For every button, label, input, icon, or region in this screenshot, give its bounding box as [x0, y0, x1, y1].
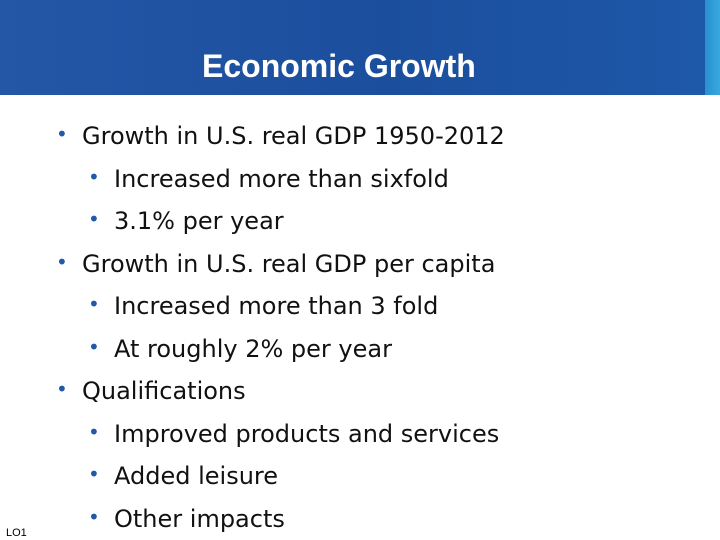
bullet-icon: •: [88, 164, 100, 189]
sub-bullet-text: At roughly 2% per year: [114, 334, 392, 363]
bullet-icon: •: [56, 377, 68, 401]
bullet-icon: •: [88, 462, 100, 486]
bullet-text: Qualifications: [82, 377, 246, 405]
sub-bullet-item: • Improved products and services: [0, 413, 720, 456]
sub-bullet-item: • 3.1% per year: [0, 200, 720, 243]
sub-bullet-text: Added leisure: [114, 462, 279, 490]
bullet-item: • Growth in U.S. real GDP per capita: [0, 243, 720, 286]
sub-bullet-item: • Increased more than sixfold: [0, 158, 720, 201]
sub-bullet-text: Other impacts: [114, 504, 285, 533]
bullet-text: Growth in U.S. real GDP per capita: [82, 249, 496, 278]
title-banner-accent: [705, 0, 720, 95]
sub-bullet-text: 3.1% per year: [114, 207, 284, 235]
sub-bullet-item: • At roughly 2% per year: [0, 328, 720, 371]
sub-bullet-text: Increased more than sixfold: [114, 164, 449, 193]
bullet-icon: •: [56, 122, 68, 146]
bullet-icon: •: [88, 334, 100, 359]
slide-header: Economic Growth: [0, 0, 720, 105]
bullet-icon: •: [88, 504, 100, 529]
bullet-icon: •: [88, 419, 100, 444]
sub-bullet-item: • Added leisure: [0, 455, 720, 498]
slide-title: Economic Growth: [202, 48, 476, 84]
title-banner: [0, 0, 705, 95]
sub-bullet-item: • Increased more than 3 fold: [0, 285, 720, 328]
sub-bullet-text: Increased more than 3 fold: [114, 292, 439, 320]
bullet-item: • Qualifications: [0, 370, 720, 413]
bullet-icon: •: [88, 292, 100, 316]
sub-bullet-item: • Other impacts: [0, 498, 720, 540]
bullet-icon: •: [88, 207, 100, 231]
sub-bullet-text: Improved products and services: [114, 419, 500, 448]
bullet-item: • Growth in U.S. real GDP 1950-2012: [0, 115, 720, 158]
learning-objective-label: LO1: [6, 527, 27, 539]
bullet-text: Growth in U.S. real GDP 1950-2012: [82, 122, 505, 150]
bullet-icon: •: [56, 249, 68, 274]
bullet-list: • Growth in U.S. real GDP 1950-2012 • In…: [0, 115, 720, 540]
